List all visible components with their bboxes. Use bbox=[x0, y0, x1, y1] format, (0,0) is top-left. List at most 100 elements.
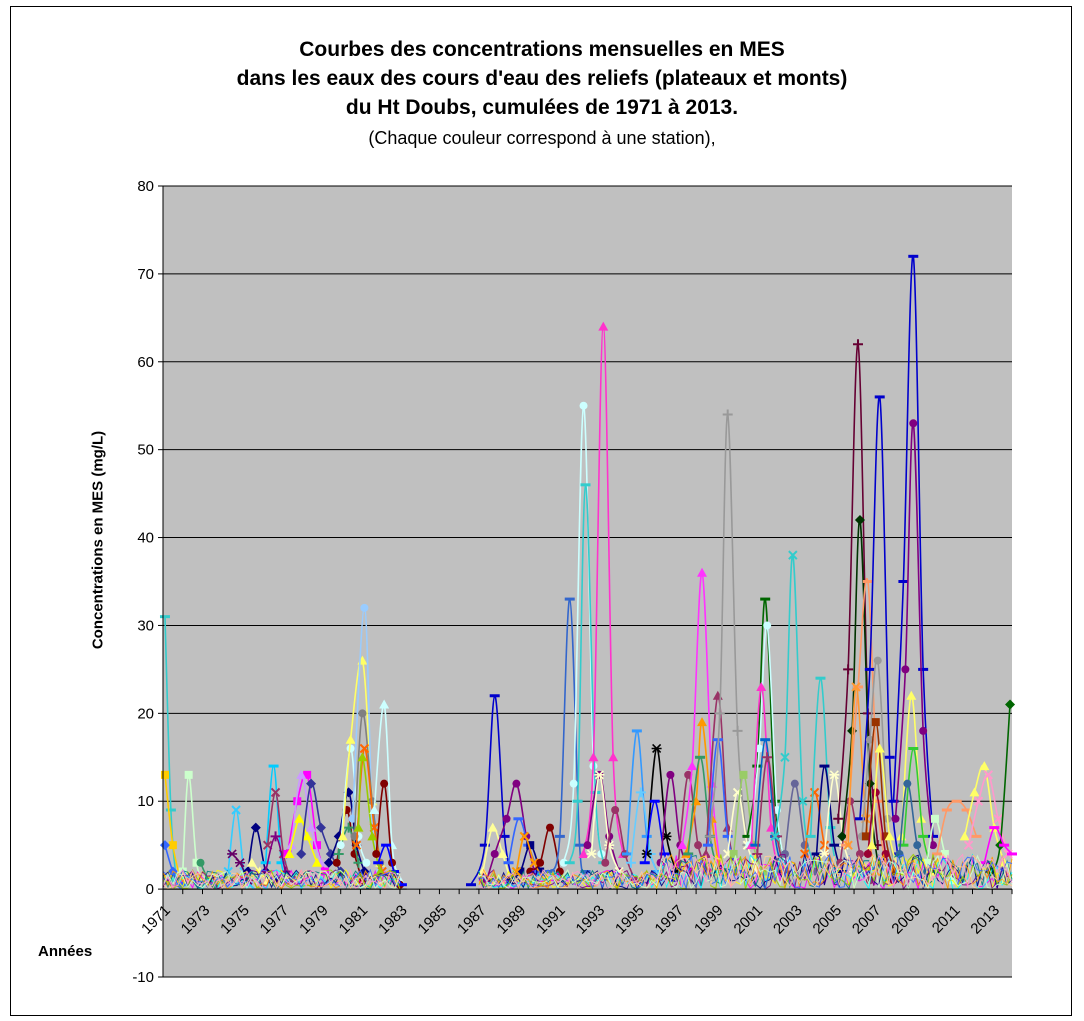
series-line-44 bbox=[630, 791, 662, 881]
series-layer bbox=[159, 254, 1017, 891]
series-line-59 bbox=[750, 686, 780, 872]
data-point bbox=[353, 857, 364, 868]
data-point bbox=[357, 752, 368, 762]
data-point bbox=[843, 840, 853, 850]
data-point bbox=[790, 779, 799, 788]
data-point bbox=[979, 761, 990, 771]
data-point bbox=[346, 744, 355, 753]
data-point bbox=[732, 725, 743, 736]
y-tick-label: 80 bbox=[137, 178, 154, 195]
data-point bbox=[302, 831, 313, 841]
series-line-13 bbox=[290, 774, 322, 863]
data-point bbox=[487, 822, 498, 832]
data-point bbox=[604, 840, 615, 850]
data-point bbox=[973, 796, 984, 806]
data-point bbox=[866, 840, 877, 850]
data-point bbox=[697, 717, 708, 727]
series-line-88 bbox=[983, 826, 1013, 863]
data-point bbox=[923, 858, 932, 867]
series-line-25 bbox=[373, 703, 401, 881]
data-point bbox=[284, 848, 295, 858]
data-point bbox=[837, 831, 848, 842]
data-point bbox=[583, 841, 592, 850]
data-point bbox=[1005, 699, 1016, 710]
data-point bbox=[343, 822, 354, 833]
data-point bbox=[959, 831, 970, 841]
data-point bbox=[594, 770, 605, 780]
data-point bbox=[909, 419, 918, 428]
chart-title-line-3: du Ht Doubs, cumulées de 1971 à 2013. bbox=[345, 96, 739, 119]
data-point bbox=[578, 848, 589, 858]
data-point bbox=[526, 841, 535, 850]
y-tick-label: 10 bbox=[137, 793, 154, 810]
data-point bbox=[940, 849, 949, 858]
chart-subtitle: (Chaque couleur correspond à une station… bbox=[368, 128, 716, 148]
data-point bbox=[865, 735, 874, 744]
y-tick-label: 70 bbox=[137, 266, 154, 283]
data-point bbox=[819, 840, 830, 850]
data-point bbox=[788, 550, 798, 560]
data-point bbox=[270, 831, 281, 842]
data-point bbox=[687, 761, 698, 771]
data-point bbox=[184, 770, 193, 779]
data-point bbox=[545, 823, 554, 832]
data-point bbox=[598, 321, 609, 331]
data-point bbox=[362, 858, 371, 867]
data-point bbox=[231, 805, 241, 815]
data-point bbox=[312, 857, 323, 867]
series-line-56 bbox=[732, 774, 764, 872]
data-point bbox=[861, 832, 870, 841]
data-point bbox=[372, 849, 381, 858]
data-point bbox=[296, 769, 307, 779]
data-point bbox=[336, 841, 345, 850]
data-point bbox=[529, 858, 539, 868]
data-point bbox=[296, 848, 307, 859]
data-point bbox=[387, 840, 398, 850]
data-point bbox=[930, 814, 939, 823]
series-line-83 bbox=[926, 817, 954, 881]
data-point bbox=[993, 814, 1003, 824]
data-point bbox=[903, 779, 912, 788]
data-point bbox=[852, 339, 863, 350]
data-point bbox=[588, 752, 599, 762]
data-point bbox=[697, 567, 708, 577]
data-point bbox=[799, 849, 810, 859]
data-point bbox=[913, 841, 922, 850]
series-line-65 bbox=[809, 677, 840, 872]
series-line-77 bbox=[871, 747, 901, 872]
series-line-35 bbox=[529, 826, 561, 873]
data-point bbox=[729, 849, 738, 858]
data-point bbox=[891, 814, 900, 823]
data-point bbox=[684, 770, 693, 779]
series-line-42 bbox=[604, 809, 636, 881]
y-tick-label: 60 bbox=[137, 354, 154, 371]
data-point bbox=[303, 770, 312, 779]
data-point bbox=[360, 603, 369, 612]
data-point bbox=[929, 841, 938, 850]
data-point bbox=[611, 806, 620, 815]
y-tick-label: 40 bbox=[137, 530, 154, 547]
data-point bbox=[873, 656, 882, 665]
data-point bbox=[246, 857, 257, 867]
data-point bbox=[369, 805, 380, 815]
data-point bbox=[367, 831, 378, 841]
series-line-51 bbox=[687, 756, 719, 872]
baseline-series-11 bbox=[162, 853, 1013, 891]
axes bbox=[162, 186, 1012, 977]
data-point bbox=[579, 401, 588, 410]
data-point bbox=[497, 848, 508, 858]
data-point bbox=[516, 867, 525, 876]
series-line-48 bbox=[677, 774, 709, 872]
data-point bbox=[798, 796, 808, 806]
data-point bbox=[770, 831, 780, 842]
data-point bbox=[969, 787, 980, 797]
chart-title-line-2: dans les eaux des cours d'eau des relief… bbox=[236, 67, 848, 90]
data-point bbox=[855, 849, 864, 858]
data-point bbox=[168, 841, 177, 850]
data-point bbox=[490, 849, 499, 858]
data-point bbox=[722, 409, 733, 420]
y-tick-label: 50 bbox=[137, 442, 154, 459]
data-point bbox=[635, 787, 646, 798]
data-point bbox=[536, 858, 545, 867]
